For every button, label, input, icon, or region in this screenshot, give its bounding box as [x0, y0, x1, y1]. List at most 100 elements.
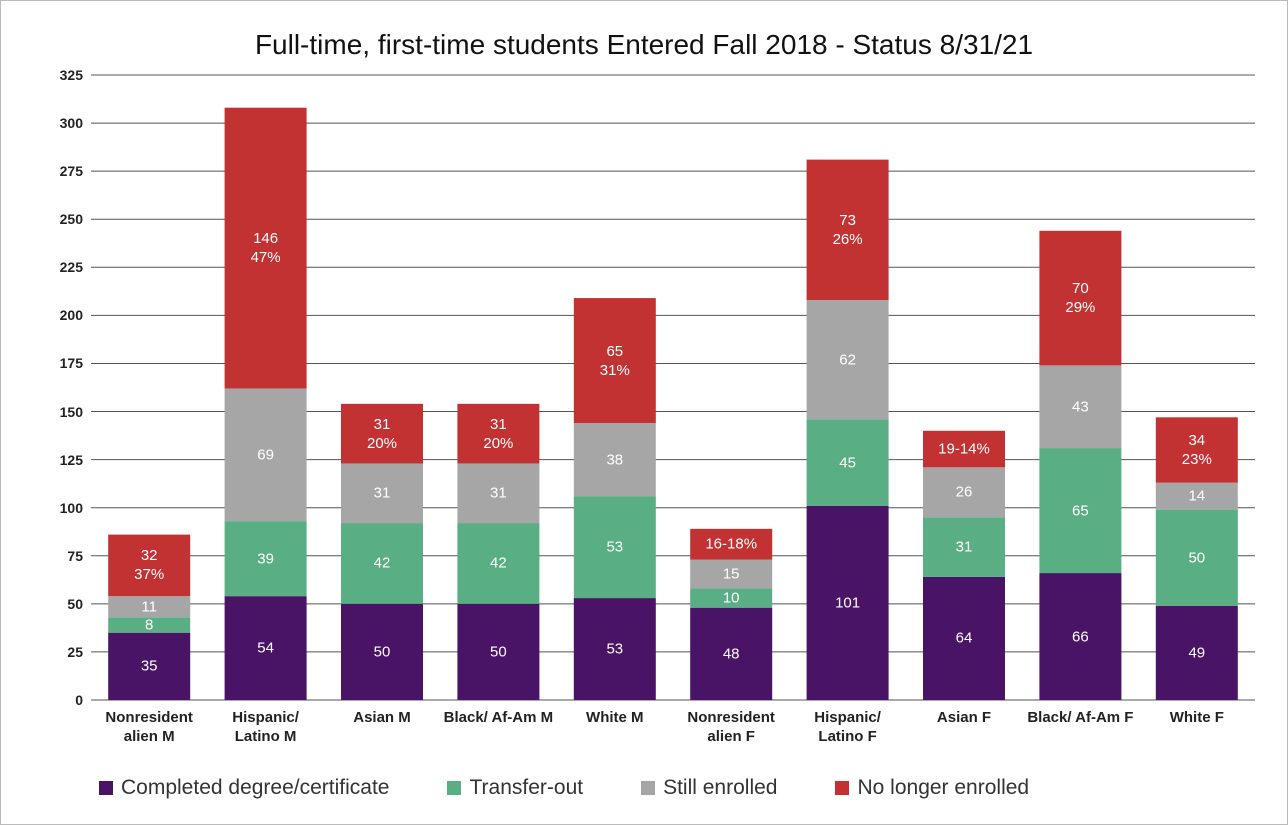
- x-tick-label: Black/ Af-Am M: [443, 709, 554, 726]
- value-label: 31: [955, 538, 973, 556]
- bar-segment: [1039, 230, 1122, 366]
- y-tick-label: 150: [59, 403, 83, 420]
- bar-segment: [1039, 573, 1122, 700]
- value-label: 65 31%: [599, 342, 630, 379]
- bar-segment: [108, 617, 191, 633]
- bar-segment: [1155, 417, 1238, 483]
- bar-segment: [341, 403, 423, 464]
- x-tick-label: Hispanic/ Latino F: [814, 709, 881, 745]
- bar-segment: [1155, 509, 1238, 606]
- bar-segment: [224, 521, 307, 597]
- y-tick-label: 100: [59, 499, 83, 516]
- bar-segment: [224, 107, 307, 389]
- value-label: 8: [145, 616, 154, 634]
- y-tick-label: 325: [59, 67, 83, 83]
- bar-segment: [690, 588, 773, 608]
- y-tick-label: 200: [59, 307, 83, 324]
- value-label: 101: [835, 594, 861, 612]
- legend-label: Completed degree/certificate: [121, 776, 390, 799]
- bar-segment: [341, 463, 423, 524]
- value-label: 16-18%: [705, 535, 758, 553]
- legend-item: No longer enrolled: [835, 776, 1029, 800]
- bar-segment: [1155, 482, 1238, 510]
- bar-segment: [806, 300, 889, 420]
- bar-segment: [690, 559, 773, 589]
- legend-swatch: [447, 781, 462, 795]
- bar-segment: [1039, 448, 1122, 574]
- value-label: 64: [955, 629, 973, 647]
- bar-segment: [806, 159, 889, 300]
- bar-segment: [108, 534, 191, 597]
- y-tick-label: 250: [59, 211, 83, 228]
- value-label: 49: [1188, 644, 1206, 662]
- value-label: 50: [1188, 549, 1206, 567]
- value-label: 35: [140, 657, 158, 675]
- value-label: 10: [722, 589, 740, 607]
- legend-label: No longer enrolled: [857, 776, 1030, 799]
- value-label: 42: [490, 554, 507, 572]
- legend-item: Transfer-out: [447, 776, 583, 800]
- value-label: 31 20%: [483, 415, 514, 452]
- bar-segment: [457, 403, 540, 464]
- bar-segment: [341, 523, 423, 604]
- value-label: 50: [373, 643, 391, 661]
- x-tick-label: Nonresident alien F: [687, 709, 775, 745]
- x-tick-label: Black/ Af-Am F: [1027, 709, 1134, 726]
- value-label: 11: [141, 598, 157, 616]
- value-label: 31: [490, 484, 507, 502]
- value-label: 15: [722, 565, 740, 583]
- bar-segment: [457, 603, 540, 700]
- value-label: 42: [373, 554, 391, 572]
- x-tick-label: Nonresident alien M: [105, 709, 193, 745]
- value-label: 31: [373, 484, 391, 502]
- value-label: 34 23%: [1181, 432, 1212, 468]
- y-tick-label: 50: [67, 595, 83, 612]
- x-tick-label: White F: [1169, 709, 1224, 726]
- bar-segment: [573, 298, 656, 424]
- bar-segment: [690, 607, 773, 700]
- value-label: 146 47%: [250, 230, 281, 267]
- legend-item: Still enrolled: [641, 776, 777, 800]
- bar-segment: [806, 419, 889, 506]
- value-label: 62: [839, 351, 856, 369]
- legend-label: Still enrolled: [663, 776, 778, 799]
- value-label: 50: [490, 643, 507, 661]
- value-label: 31 20%: [366, 415, 398, 452]
- bar-segment: [923, 467, 1005, 518]
- bar-segment: [1039, 365, 1122, 449]
- bar-segment: [457, 463, 540, 524]
- bar-segment: [573, 423, 656, 497]
- value-label: 73 26%: [832, 211, 863, 248]
- value-label: 43: [1072, 398, 1089, 416]
- bar-segment: [806, 505, 889, 700]
- value-label: 53: [606, 538, 624, 556]
- value-label: 65: [1072, 502, 1089, 520]
- y-tick-label: 175: [59, 355, 83, 372]
- bar-segment: [573, 598, 656, 700]
- value-label: 45: [839, 454, 856, 471]
- legend: Completed degree/certificate Transfer-out…: [99, 776, 1087, 800]
- value-label: 26: [955, 483, 973, 501]
- value-label: 19-14%: [938, 440, 990, 458]
- value-label: 48: [722, 645, 740, 663]
- value-label: 54: [257, 639, 274, 657]
- y-tick-label: 75: [67, 547, 83, 564]
- y-tick-label: 125: [59, 451, 83, 468]
- bar-segment: [923, 517, 1005, 577]
- value-label: 69: [257, 446, 274, 464]
- value-label: 70 29%: [1065, 280, 1096, 317]
- x-tick-label: Hispanic/ Latino M: [232, 709, 299, 745]
- y-tick-label: 275: [59, 163, 83, 180]
- bar-segment: [923, 430, 1005, 468]
- y-tick-label: 0: [75, 692, 83, 708]
- value-label: 39: [257, 550, 274, 568]
- y-tick-label: 25: [67, 643, 83, 660]
- x-tick-label: White M: [586, 709, 644, 726]
- legend-swatch: [835, 781, 850, 795]
- bar-segment: [108, 596, 191, 618]
- legend-label: Transfer-out: [469, 776, 584, 799]
- y-tick-label: 300: [59, 115, 83, 132]
- value-label: 32 37%: [134, 547, 165, 584]
- value-label: 53: [606, 640, 624, 658]
